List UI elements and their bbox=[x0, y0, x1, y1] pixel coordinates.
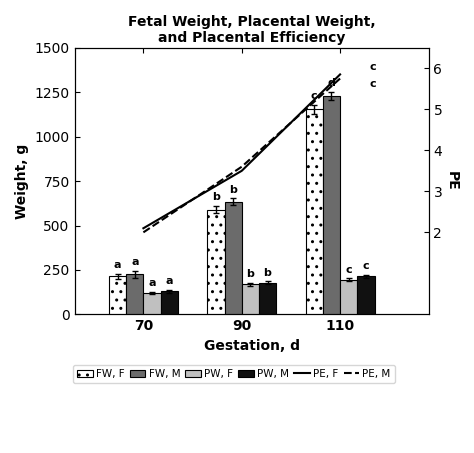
Text: c: c bbox=[370, 79, 376, 89]
Bar bbox=[161, 291, 178, 314]
Text: d: d bbox=[328, 78, 336, 88]
Title: Fetal Weight, Placental Weight,
and Placental Efficiency: Fetal Weight, Placental Weight, and Plac… bbox=[128, 15, 375, 45]
Text: c: c bbox=[346, 265, 352, 275]
Y-axis label: PE: PE bbox=[445, 171, 459, 191]
Bar bbox=[109, 276, 126, 314]
Text: c: c bbox=[311, 91, 318, 101]
Text: a: a bbox=[131, 257, 138, 267]
Bar bbox=[144, 293, 161, 314]
Text: b: b bbox=[264, 268, 272, 278]
Text: a: a bbox=[114, 260, 121, 270]
Y-axis label: Weight, g: Weight, g bbox=[15, 144, 29, 219]
Text: b: b bbox=[212, 193, 220, 202]
X-axis label: Gestation, d: Gestation, d bbox=[203, 339, 300, 353]
Bar bbox=[306, 109, 323, 314]
Text: a: a bbox=[165, 276, 173, 286]
Text: c: c bbox=[363, 261, 369, 271]
Bar bbox=[126, 275, 144, 314]
Bar bbox=[357, 276, 374, 314]
Bar bbox=[225, 202, 242, 314]
Bar bbox=[323, 96, 340, 314]
Bar bbox=[242, 284, 259, 314]
Bar bbox=[340, 280, 357, 314]
Text: b: b bbox=[246, 269, 254, 279]
Text: b: b bbox=[229, 185, 237, 195]
Bar bbox=[207, 210, 225, 314]
Text: c: c bbox=[370, 63, 376, 72]
Legend: FW, F, FW, M, PW, F, PW, M, PE, F, PE, M: FW, F, FW, M, PW, F, PW, M, PE, F, PE, M bbox=[73, 365, 395, 383]
Text: a: a bbox=[148, 278, 156, 288]
Bar bbox=[259, 283, 276, 314]
